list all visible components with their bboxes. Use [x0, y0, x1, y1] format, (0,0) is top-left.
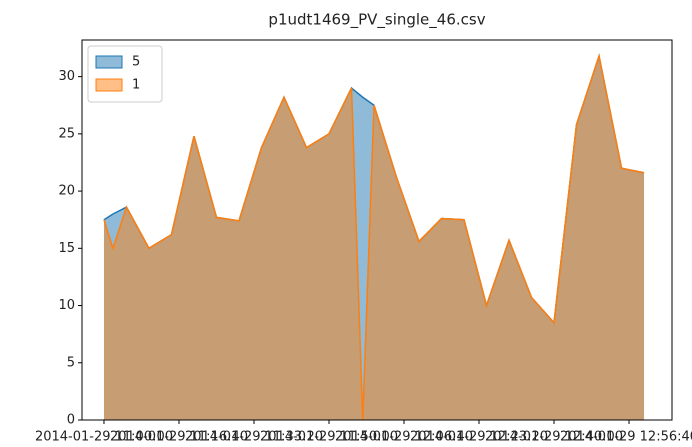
legend-label: 1	[132, 78, 140, 93]
y-tick-label: 15	[58, 241, 75, 256]
x-tick-label: 2014-01-29 12:23:20	[410, 430, 548, 445]
y-tick-label: 25	[58, 126, 75, 141]
legend-label: 5	[132, 55, 140, 70]
legend-swatch	[95, 78, 123, 92]
x-tick-label: 2014-01-29 12:40:00	[485, 430, 623, 445]
plot-frame	[81, 39, 673, 421]
x-tick-label: 2014-01-29 11:16:40	[110, 430, 248, 445]
legend-swatch	[95, 55, 123, 69]
chart-title: p1udt1469_PV_single_46.csv	[268, 11, 485, 30]
legend-box	[87, 45, 163, 103]
y-tick-label: 10	[58, 298, 75, 313]
legend: 51	[87, 45, 163, 103]
x-tick-label: 2014-01-29 11:50:00	[260, 430, 398, 445]
y-tick-label: 5	[67, 355, 75, 370]
x-tick-label: 2014-01-29 12:06:40	[335, 430, 473, 445]
y-tick-label: 20	[58, 184, 75, 199]
y-tick-label: 30	[58, 69, 75, 84]
y-tick-label: 0	[67, 413, 75, 428]
x-tick-label: 2014-01-29 11:33:20	[185, 430, 323, 445]
area	[103, 56, 645, 420]
x-tick-label: 2014-01-29 11:00:00	[35, 430, 173, 445]
x-tick-label: 2014-01-29 12:56:40	[560, 430, 692, 445]
